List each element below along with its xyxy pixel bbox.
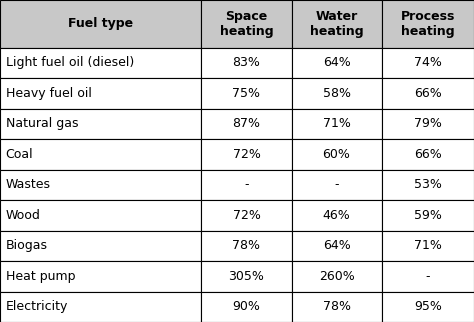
Text: 71%: 71% (414, 239, 442, 252)
Text: 78%: 78% (232, 239, 261, 252)
Text: -: - (244, 178, 249, 191)
Text: Heavy fuel oil: Heavy fuel oil (6, 87, 91, 100)
Bar (382, 139, 474, 170)
Bar (201, 48, 292, 78)
Text: Wastes: Wastes (6, 178, 51, 191)
Text: 87%: 87% (232, 118, 261, 130)
Text: 305%: 305% (228, 270, 264, 283)
Text: 72%: 72% (233, 209, 260, 222)
Bar (292, 48, 382, 78)
Bar (201, 109, 292, 139)
Bar (201, 231, 292, 261)
Bar (0, 78, 201, 109)
Text: 66%: 66% (414, 148, 442, 161)
Text: 95%: 95% (414, 300, 442, 313)
Text: Biogas: Biogas (6, 239, 48, 252)
Text: 53%: 53% (414, 178, 442, 191)
Bar (382, 231, 474, 261)
Text: 58%: 58% (322, 87, 351, 100)
Bar (292, 78, 382, 109)
Bar (382, 200, 474, 231)
Bar (292, 261, 382, 292)
Bar (0, 0, 201, 48)
Text: Process
heating: Process heating (401, 10, 455, 38)
Text: 60%: 60% (323, 148, 350, 161)
Bar (0, 231, 201, 261)
Bar (292, 109, 382, 139)
Bar (0, 261, 201, 292)
Text: 72%: 72% (233, 148, 260, 161)
Bar (382, 48, 474, 78)
Text: -: - (426, 270, 430, 283)
Bar (292, 231, 382, 261)
Text: 66%: 66% (414, 87, 442, 100)
Text: 75%: 75% (232, 87, 261, 100)
Text: 83%: 83% (233, 56, 260, 70)
Bar (382, 292, 474, 322)
Text: Space
heating: Space heating (219, 10, 273, 38)
Bar (0, 292, 201, 322)
Bar (0, 109, 201, 139)
Bar (201, 170, 292, 200)
Bar (292, 139, 382, 170)
Bar (382, 78, 474, 109)
Bar (382, 109, 474, 139)
Text: 71%: 71% (323, 118, 350, 130)
Bar (382, 261, 474, 292)
Text: 46%: 46% (323, 209, 350, 222)
Text: Wood: Wood (6, 209, 41, 222)
Bar (382, 170, 474, 200)
Text: 74%: 74% (414, 56, 442, 70)
Text: Coal: Coal (6, 148, 33, 161)
Text: 260%: 260% (319, 270, 355, 283)
Bar (0, 48, 201, 78)
Bar (201, 261, 292, 292)
Text: -: - (334, 178, 339, 191)
Text: Light fuel oil (diesel): Light fuel oil (diesel) (6, 56, 134, 70)
Bar (201, 78, 292, 109)
Text: Heat pump: Heat pump (6, 270, 75, 283)
Text: Natural gas: Natural gas (6, 118, 78, 130)
Bar (292, 170, 382, 200)
Text: Electricity: Electricity (6, 300, 68, 313)
Text: 64%: 64% (323, 56, 350, 70)
Text: 90%: 90% (233, 300, 260, 313)
Text: 59%: 59% (414, 209, 442, 222)
Text: 78%: 78% (322, 300, 351, 313)
Bar (292, 200, 382, 231)
Bar (0, 139, 201, 170)
Bar (292, 292, 382, 322)
Bar (0, 200, 201, 231)
Bar (201, 292, 292, 322)
Text: Fuel type: Fuel type (68, 17, 133, 30)
Bar (382, 0, 474, 48)
Text: Water
heating: Water heating (310, 10, 364, 38)
Bar (201, 0, 292, 48)
Bar (292, 0, 382, 48)
Bar (201, 139, 292, 170)
Bar (0, 170, 201, 200)
Text: 79%: 79% (414, 118, 442, 130)
Bar (201, 200, 292, 231)
Text: 64%: 64% (323, 239, 350, 252)
